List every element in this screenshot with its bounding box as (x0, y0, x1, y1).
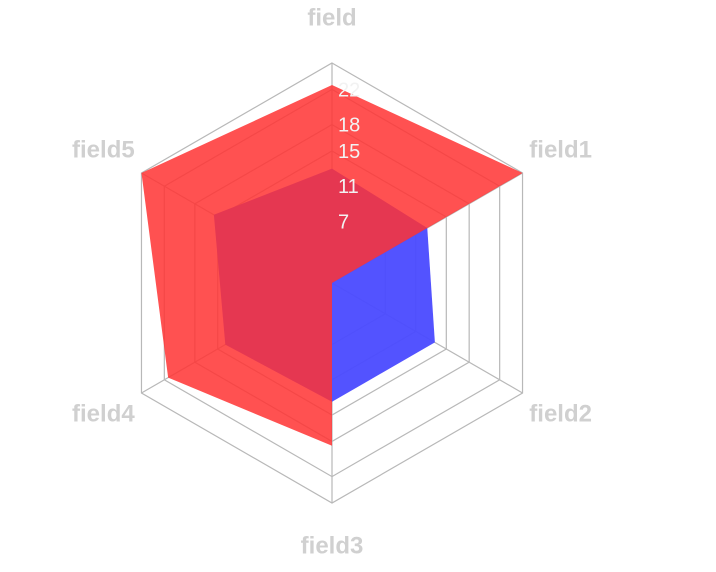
tick-label-15: 15 (338, 141, 360, 163)
axis-label-field1: field1 (529, 136, 592, 163)
axis-label-field4: field4 (72, 400, 135, 427)
axis-label-field: field (307, 4, 356, 31)
tick-label-18: 18 (338, 115, 360, 137)
label-layer: 7 11 15 18 22 field field1 field2 field3 field4 fi… (72, 4, 592, 559)
tick-label-7: 7 (338, 211, 349, 233)
axis-label-field2: field2 (529, 400, 592, 427)
tick-label-11: 11 (338, 176, 359, 198)
tick-label-22: 22 (338, 79, 360, 101)
axis-label-field3: field3 (301, 532, 364, 559)
series-area-1 (141, 85, 523, 446)
axis-label-field5: field5 (72, 136, 135, 163)
series-layer (141, 85, 523, 446)
